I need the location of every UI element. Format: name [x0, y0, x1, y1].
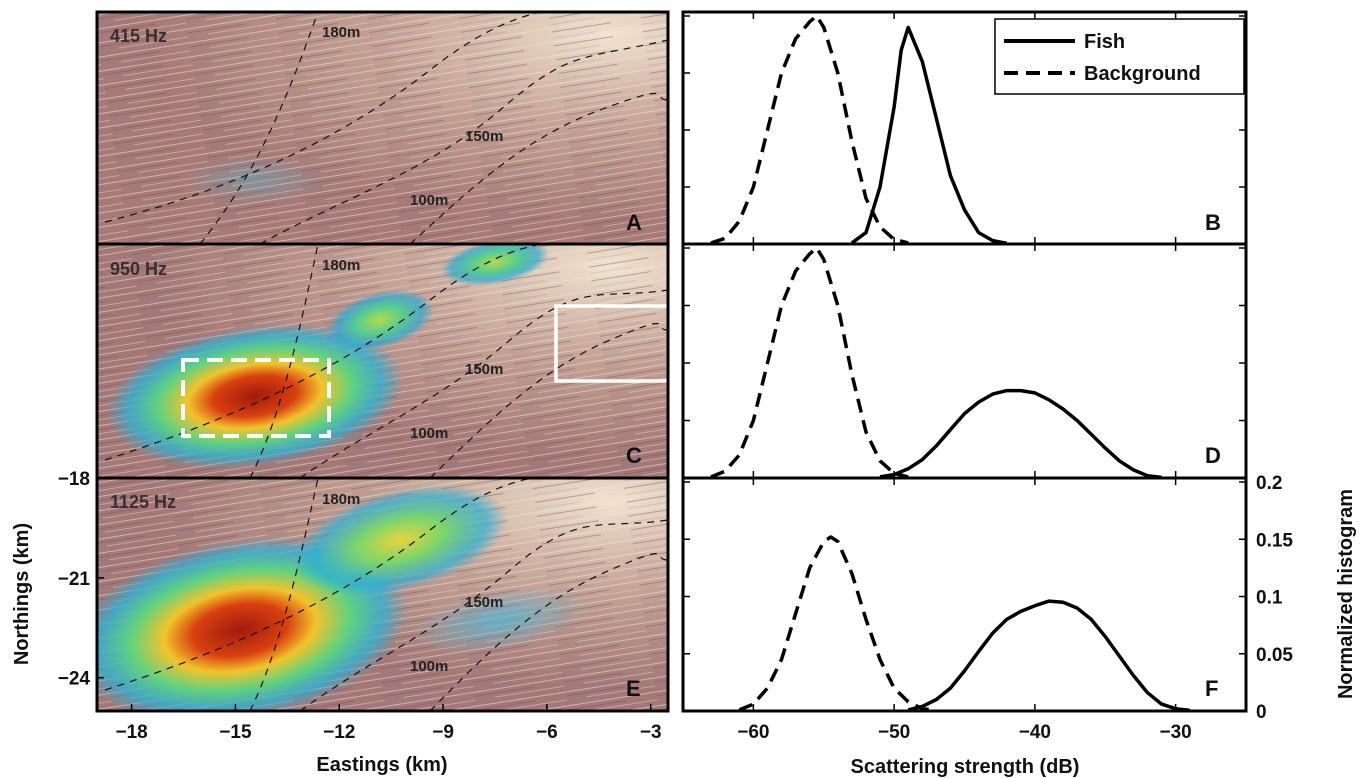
panel-letter-b: B	[1205, 210, 1221, 235]
histogram-y-tick-label: 0.2	[1256, 473, 1282, 494]
map-panel-c	[97, 244, 668, 478]
panel-letter-d: D	[1205, 443, 1221, 468]
fish-series-line	[879, 388, 1162, 480]
histogram-x-tick-label: −50	[878, 722, 910, 743]
histogram-panel-b	[683, 12, 1246, 246]
legend-fish-label: Fish	[1084, 31, 1125, 53]
map-y-tick-label: −24	[58, 669, 91, 690]
map-x-tick-label: −15	[219, 722, 252, 743]
map-y-tick-label: −21	[58, 569, 91, 590]
frequency-label-c: 950 Hz	[110, 259, 167, 279]
contour-label-c-150: 150m	[465, 361, 503, 378]
fish-series-line	[907, 599, 1190, 713]
contour-label-a-150: 150m	[465, 128, 503, 145]
frequency-label-e: 1125 Hz	[110, 492, 176, 512]
background-region-box	[554, 304, 668, 383]
histogram-x-tick-label: −30	[1160, 722, 1192, 743]
background-series-line	[710, 14, 909, 245]
panel-letter-a: A	[626, 210, 642, 235]
contour-label-e-150: 150m	[465, 594, 503, 611]
background-series-line	[738, 535, 937, 713]
fish-series-line	[850, 25, 1008, 246]
panel-letter-f: F	[1205, 676, 1218, 701]
fish-region-box	[181, 358, 331, 438]
contour-label-c-180: 180m	[322, 257, 360, 274]
legend-background-label: Background	[1084, 63, 1201, 85]
panel-letter-c: C	[626, 443, 642, 468]
map-y-ticks: −18 −21 −24	[58, 469, 104, 690]
histogram-y-tick-label: 0.1	[1256, 588, 1283, 609]
histogram-x-ticks: −60 −50 −40 −30	[737, 722, 1191, 743]
background-series-line	[710, 246, 909, 479]
contour-label-e-100: 100m	[410, 658, 448, 675]
histogram-panel-d	[683, 244, 1246, 480]
contour-label-a-100: 100m	[410, 192, 448, 209]
histogram-x-tick-label: −60	[737, 722, 769, 743]
histogram-panel-f	[683, 478, 1246, 713]
panel-letter-e: E	[626, 676, 641, 701]
map-y-tick-label: −18	[58, 469, 90, 490]
histogram-y-tick-label: 0	[1256, 702, 1267, 723]
histogram-x-tick-label: −40	[1019, 722, 1051, 743]
contour-label-e-180: 180m	[322, 491, 360, 508]
map-panel-e	[97, 478, 668, 711]
map-x-tick-label: −18	[115, 722, 147, 743]
contour-label-a-180: 180m	[322, 24, 360, 41]
histogram-y-ticks: 0 0.05 0.1 0.15 0.2	[1256, 473, 1293, 723]
contour-label-c-100: 100m	[410, 425, 448, 442]
map-x-tick-label: −6	[536, 722, 558, 743]
histogram-y-axis-label: Normalized histogram	[1335, 489, 1357, 699]
histogram-y-tick-label: 0.05	[1256, 645, 1293, 666]
map-x-axis-label: Eastings (km)	[316, 754, 447, 776]
map-y-axis-label: Northings (km)	[11, 523, 33, 665]
map-x-tick-label: −9	[432, 722, 454, 743]
map-x-ticks: −18 −15 −12 −9 −6 −3	[115, 704, 662, 743]
histogram-y-tick-label: 0.15	[1256, 530, 1293, 551]
legend: Fish Background	[994, 18, 1245, 95]
histogram-x-axis-label: Scattering strength (dB)	[851, 756, 1080, 778]
map-panel-a	[97, 12, 668, 244]
map-x-tick-label: −3	[640, 722, 662, 743]
frequency-label-a: 415 Hz	[110, 26, 167, 46]
map-x-tick-label: −12	[323, 722, 355, 743]
